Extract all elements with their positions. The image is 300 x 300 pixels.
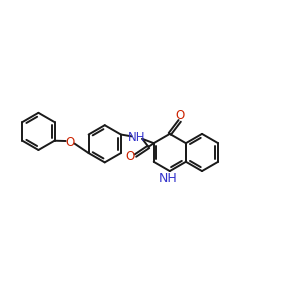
- Text: O: O: [176, 109, 185, 122]
- Text: O: O: [65, 136, 75, 149]
- Text: O: O: [125, 150, 134, 163]
- Text: NH: NH: [128, 131, 146, 144]
- Text: NH: NH: [159, 172, 178, 185]
